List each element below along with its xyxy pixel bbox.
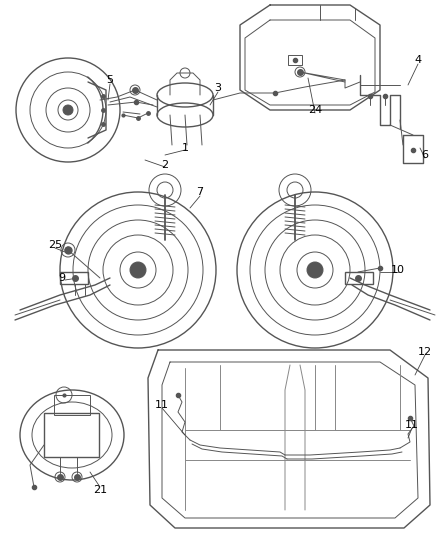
Text: 6: 6 (421, 150, 428, 160)
Text: 11: 11 (155, 400, 169, 410)
Text: 24: 24 (308, 105, 322, 115)
Text: 1: 1 (181, 143, 188, 153)
Text: 21: 21 (93, 485, 107, 495)
Circle shape (65, 247, 71, 253)
Text: 12: 12 (418, 347, 432, 357)
Bar (288, 55, 302, 65)
Text: 25: 25 (48, 240, 62, 250)
Bar (60, 272, 88, 284)
Bar (54, 395, 90, 415)
Text: 3: 3 (215, 83, 222, 93)
Circle shape (130, 262, 146, 278)
Text: 11: 11 (405, 420, 419, 430)
Circle shape (63, 105, 73, 115)
Text: 4: 4 (414, 55, 421, 65)
Text: 7: 7 (196, 187, 204, 197)
Circle shape (307, 262, 323, 278)
Text: 9: 9 (58, 273, 66, 283)
Text: 10: 10 (391, 265, 405, 275)
Bar (345, 272, 373, 284)
Text: 2: 2 (162, 160, 169, 170)
Text: 5: 5 (106, 75, 113, 85)
Bar (44, 413, 99, 457)
